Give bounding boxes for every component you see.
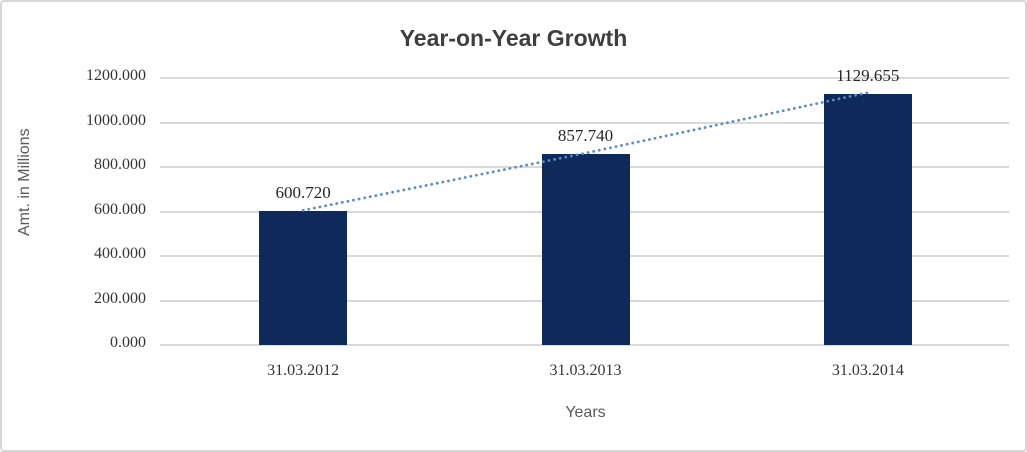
y-tick-label: 200.000 <box>94 289 146 307</box>
chart-title: Year-on-Year Growth <box>399 25 628 51</box>
x-tick-label: 31.03.2013 <box>549 362 622 379</box>
y-tick-label: 1000.000 <box>86 111 146 129</box>
x-tick-label: 31.03.2014 <box>831 362 904 379</box>
bar <box>541 154 630 345</box>
gridline <box>160 77 1009 79</box>
gridline <box>160 344 1009 346</box>
bar <box>823 93 912 345</box>
x-tick-label: 31.03.2012 <box>267 362 340 379</box>
bar-value-label: 857.740 <box>557 126 614 146</box>
y-tick-label: 0.000 <box>110 334 146 351</box>
bar-value-label: 600.720 <box>275 183 331 203</box>
y-tick-label: 1200.000 <box>86 67 146 84</box>
y-tick-label: 800.000 <box>94 156 146 173</box>
gridline <box>160 121 1009 124</box>
bar <box>259 211 348 345</box>
y-tick-label: 600.000 <box>94 200 146 218</box>
bar-value-label: 1129.655 <box>836 65 900 85</box>
x-axis-title: Years <box>565 404 606 421</box>
y-tick-label: 400.000 <box>94 245 146 262</box>
